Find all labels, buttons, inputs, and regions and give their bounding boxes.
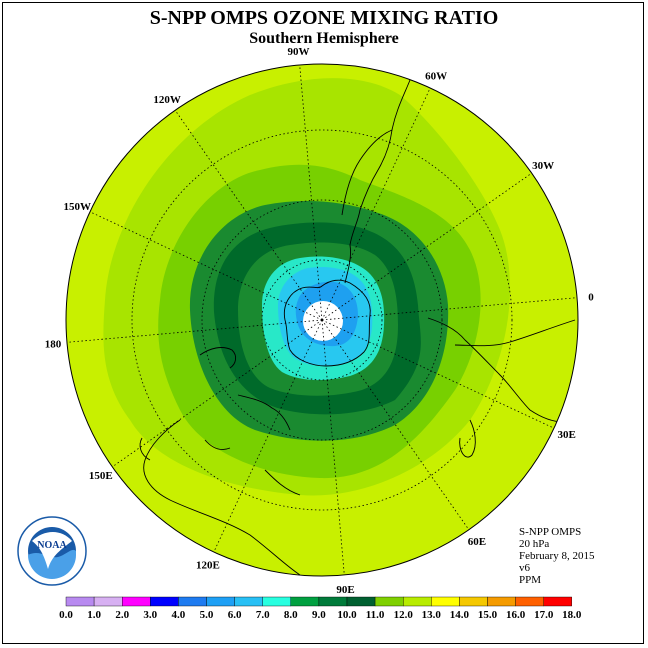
meridian-line — [321, 87, 431, 321]
longitude-label: 150W — [64, 201, 92, 213]
colorbar-swatch — [459, 596, 488, 607]
colorbar-swatch — [346, 596, 376, 607]
colorbar-swatch — [150, 596, 179, 607]
meridian-line — [321, 297, 578, 321]
colorbar-tick-label: 12.0 — [394, 609, 414, 621]
page-title: S-NPP OMPS OZONE MIXING RATIO — [149, 7, 499, 29]
colorbar-swatch — [487, 596, 516, 607]
info-units: PPM — [519, 574, 542, 586]
ozone-field — [66, 64, 578, 576]
longitude-labels: 0 30E 60E 90E 120E 150E 180 150W 120W 90W 60W 30W — [45, 46, 594, 596]
colorbar-swatch — [543, 596, 573, 607]
info-pressure: 20 hPa — [519, 538, 550, 550]
info-instrument: S-NPP OMPS — [519, 526, 582, 538]
meridian-line — [174, 110, 323, 321]
longitude-label: 60W — [425, 70, 447, 82]
meridian-line — [299, 64, 323, 321]
longitude-label: 0 — [588, 291, 594, 303]
colorbar-tick-label: 1.0 — [87, 609, 101, 621]
graticule — [131, 129, 513, 511]
colorbar-swatch — [206, 596, 235, 607]
colorbar-tick-label: 15.0 — [478, 609, 498, 621]
longitude-label: 60E — [468, 536, 486, 548]
colorbar-tick-label: 7.0 — [256, 609, 270, 621]
colorbar-swatch — [374, 596, 404, 607]
meridian-line — [213, 319, 323, 553]
longitude-label: 120E — [196, 560, 220, 572]
colorbar-tick-label: 3.0 — [143, 609, 157, 621]
colorbar-tick-label: 10.0 — [337, 609, 357, 621]
longitude-label: 30E — [558, 429, 576, 441]
colorbar-tick-label: 6.0 — [228, 609, 242, 621]
colorbar-swatch — [234, 596, 263, 607]
colorbar-tick-label: 16.0 — [506, 609, 526, 621]
longitude-label: 90E — [336, 584, 354, 596]
meridian-line — [321, 319, 345, 576]
page-subtitle: Southern Hemisphere — [249, 30, 399, 47]
colorbar-swatch — [318, 596, 348, 607]
meridian-line — [112, 319, 323, 468]
meridian-line — [89, 211, 323, 321]
colorbar-swatch — [93, 596, 123, 607]
globe-border — [65, 63, 579, 577]
colorbar-tick-label: 4.0 — [172, 609, 186, 621]
colorbar-tick-label: 14.0 — [450, 609, 470, 621]
longitude-label: 150E — [89, 470, 113, 482]
colorbar: 0.0 1.0 2.0 3.0 4.0 5.0 6.0 7.0 8.0 9.0 10.0 11.0 12… — [59, 596, 582, 621]
noaa-logo-text: NOAA — [37, 540, 67, 551]
colorbar-swatch — [431, 596, 460, 607]
colorbar-tick-label: 18.0 — [562, 609, 582, 621]
meridian-line — [321, 172, 532, 321]
noaa-logo: NOAA — [17, 516, 87, 586]
colorbar-swatch — [403, 596, 432, 607]
colorbar-tick-label: 5.0 — [200, 609, 214, 621]
longitude-label: 90W — [287, 46, 309, 58]
colorbar-tick-label: 0.0 — [59, 609, 73, 621]
colorbar-swatch — [65, 596, 95, 607]
colorbar-tick-label: 11.0 — [366, 609, 385, 621]
colorbar-swatch — [515, 596, 544, 607]
longitude-label: 120W — [153, 94, 181, 106]
colorbar-swatch — [178, 596, 207, 607]
coastlines — [139, 79, 576, 576]
colorbar-swatch — [290, 596, 320, 607]
colorbar-tick-label: 8.0 — [284, 609, 298, 621]
colorbar-swatch — [262, 596, 292, 607]
meridian-line — [321, 319, 470, 530]
meridian-line — [321, 319, 555, 429]
colorbar-tick-label: 13.0 — [422, 609, 442, 621]
info-date: February 8, 2015 — [519, 550, 595, 562]
longitude-label: 180 — [45, 339, 62, 351]
colorbar-tick-label: 2.0 — [115, 609, 129, 621]
colorbar-tick-label: 9.0 — [312, 609, 326, 621]
colorbar-swatch — [121, 596, 151, 607]
meridian-lines — [66, 64, 578, 576]
info-version: v6 — [519, 562, 530, 574]
colorbar-tick-label: 17.0 — [534, 609, 554, 621]
longitude-label: 30W — [532, 160, 554, 172]
meridian-line — [66, 319, 323, 343]
